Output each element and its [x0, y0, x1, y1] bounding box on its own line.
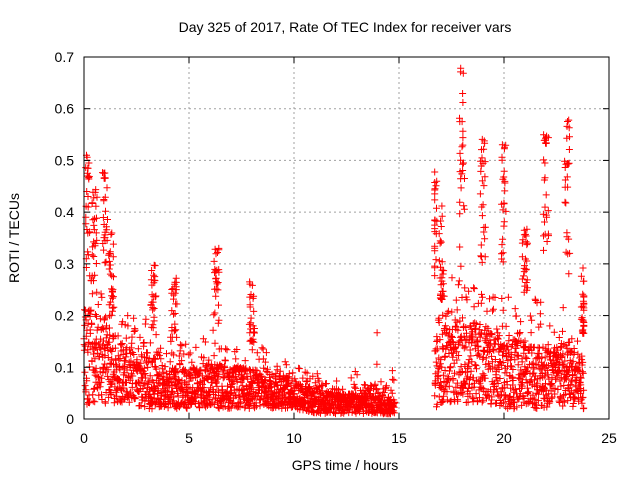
y-tick-label: 0.1 — [55, 359, 75, 375]
x-tick-label: 20 — [496, 430, 512, 446]
x-tick-label: 0 — [80, 430, 88, 446]
grid-lines — [84, 57, 609, 419]
chart-title: Day 325 of 2017, Rate Of TEC Index for r… — [179, 19, 512, 35]
y-axis-label: ROTI / TECUs — [6, 193, 22, 283]
roti-marker-cloud — [80, 64, 588, 418]
y-tick-label: 0 — [66, 411, 74, 427]
y-tick-label: 0.2 — [55, 308, 75, 324]
x-axis-label: GPS time / hours — [292, 457, 399, 473]
y-tick-label: 0.6 — [55, 101, 75, 117]
x-tick-label: 5 — [185, 430, 193, 446]
data-points — [80, 64, 588, 418]
axis-ticks: 0 5 10 15 20 25 0 0.1 0.2 0.3 0.4 0.5 0.6 0.7 — [55, 49, 617, 446]
x-tick-label: 10 — [286, 430, 302, 446]
x-tick-label: 25 — [601, 430, 617, 446]
y-tick-label: 0.5 — [55, 152, 75, 168]
y-tick-label: 0.3 — [55, 256, 75, 272]
x-tick-label: 15 — [391, 430, 407, 446]
y-tick-label: 0.7 — [55, 49, 75, 65]
plot-frame — [83, 56, 610, 420]
y-tick-label: 0.4 — [55, 204, 75, 220]
